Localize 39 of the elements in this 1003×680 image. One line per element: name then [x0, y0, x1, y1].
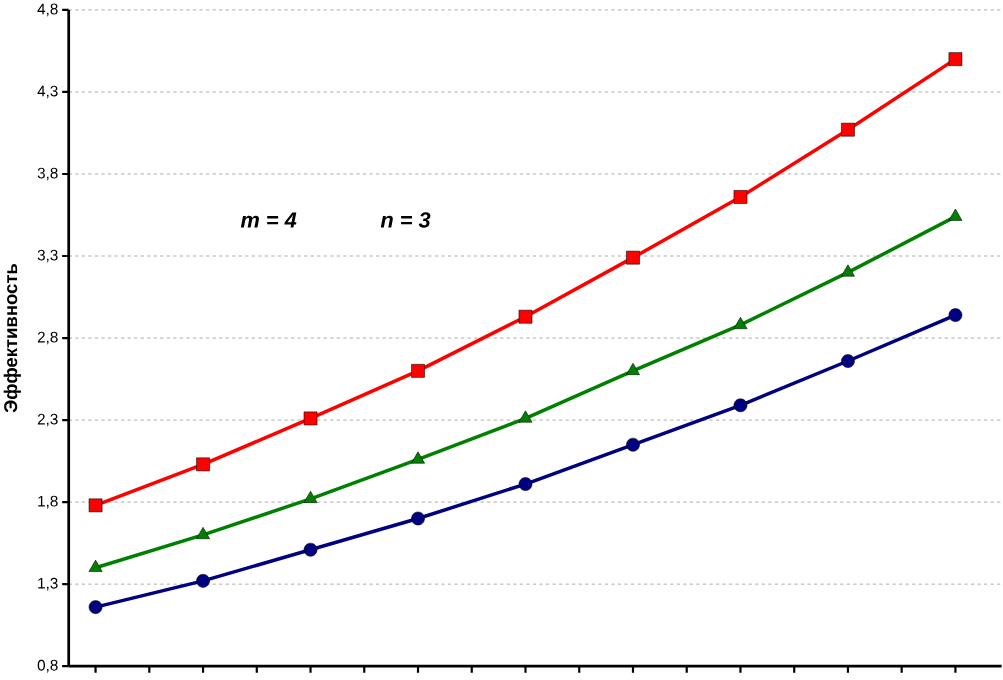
point [518, 410, 533, 423]
point [196, 526, 210, 539]
point [88, 600, 103, 614]
point [626, 362, 640, 375]
point [303, 490, 318, 503]
point [948, 308, 963, 322]
point [948, 52, 963, 66]
point [518, 309, 533, 324]
point [841, 264, 855, 277]
y-tick-label: 3,3 [37, 249, 58, 263]
point [88, 498, 103, 513]
y-tick-label: 2,3 [37, 413, 58, 427]
y-tick-label: 4,3 [37, 85, 58, 99]
point [411, 451, 425, 464]
y-tick-label: 3,8 [37, 167, 58, 181]
point [841, 354, 855, 368]
point [733, 190, 748, 204]
point [948, 208, 963, 221]
point [411, 511, 425, 526]
annotation: m = 4 [240, 212, 297, 228]
y-tick-label: 2,8 [37, 331, 58, 345]
y-tick-label: 1,3 [38, 577, 58, 591]
point [303, 542, 318, 557]
y-tick-label: 0,8 [37, 659, 58, 673]
point [626, 437, 640, 452]
point [88, 559, 103, 572]
point [303, 411, 318, 426]
annotation: n = 3 [380, 212, 431, 228]
point [196, 573, 210, 588]
point [626, 250, 640, 265]
point [196, 457, 210, 472]
point [518, 477, 533, 491]
point [733, 316, 748, 329]
point [841, 122, 855, 137]
y-tick-label: 1,8 [38, 495, 58, 509]
y-axis-title: Эффективность [3, 263, 21, 413]
y-tick-label: 4,8 [37, 3, 58, 17]
point [411, 363, 425, 378]
point [733, 398, 748, 413]
